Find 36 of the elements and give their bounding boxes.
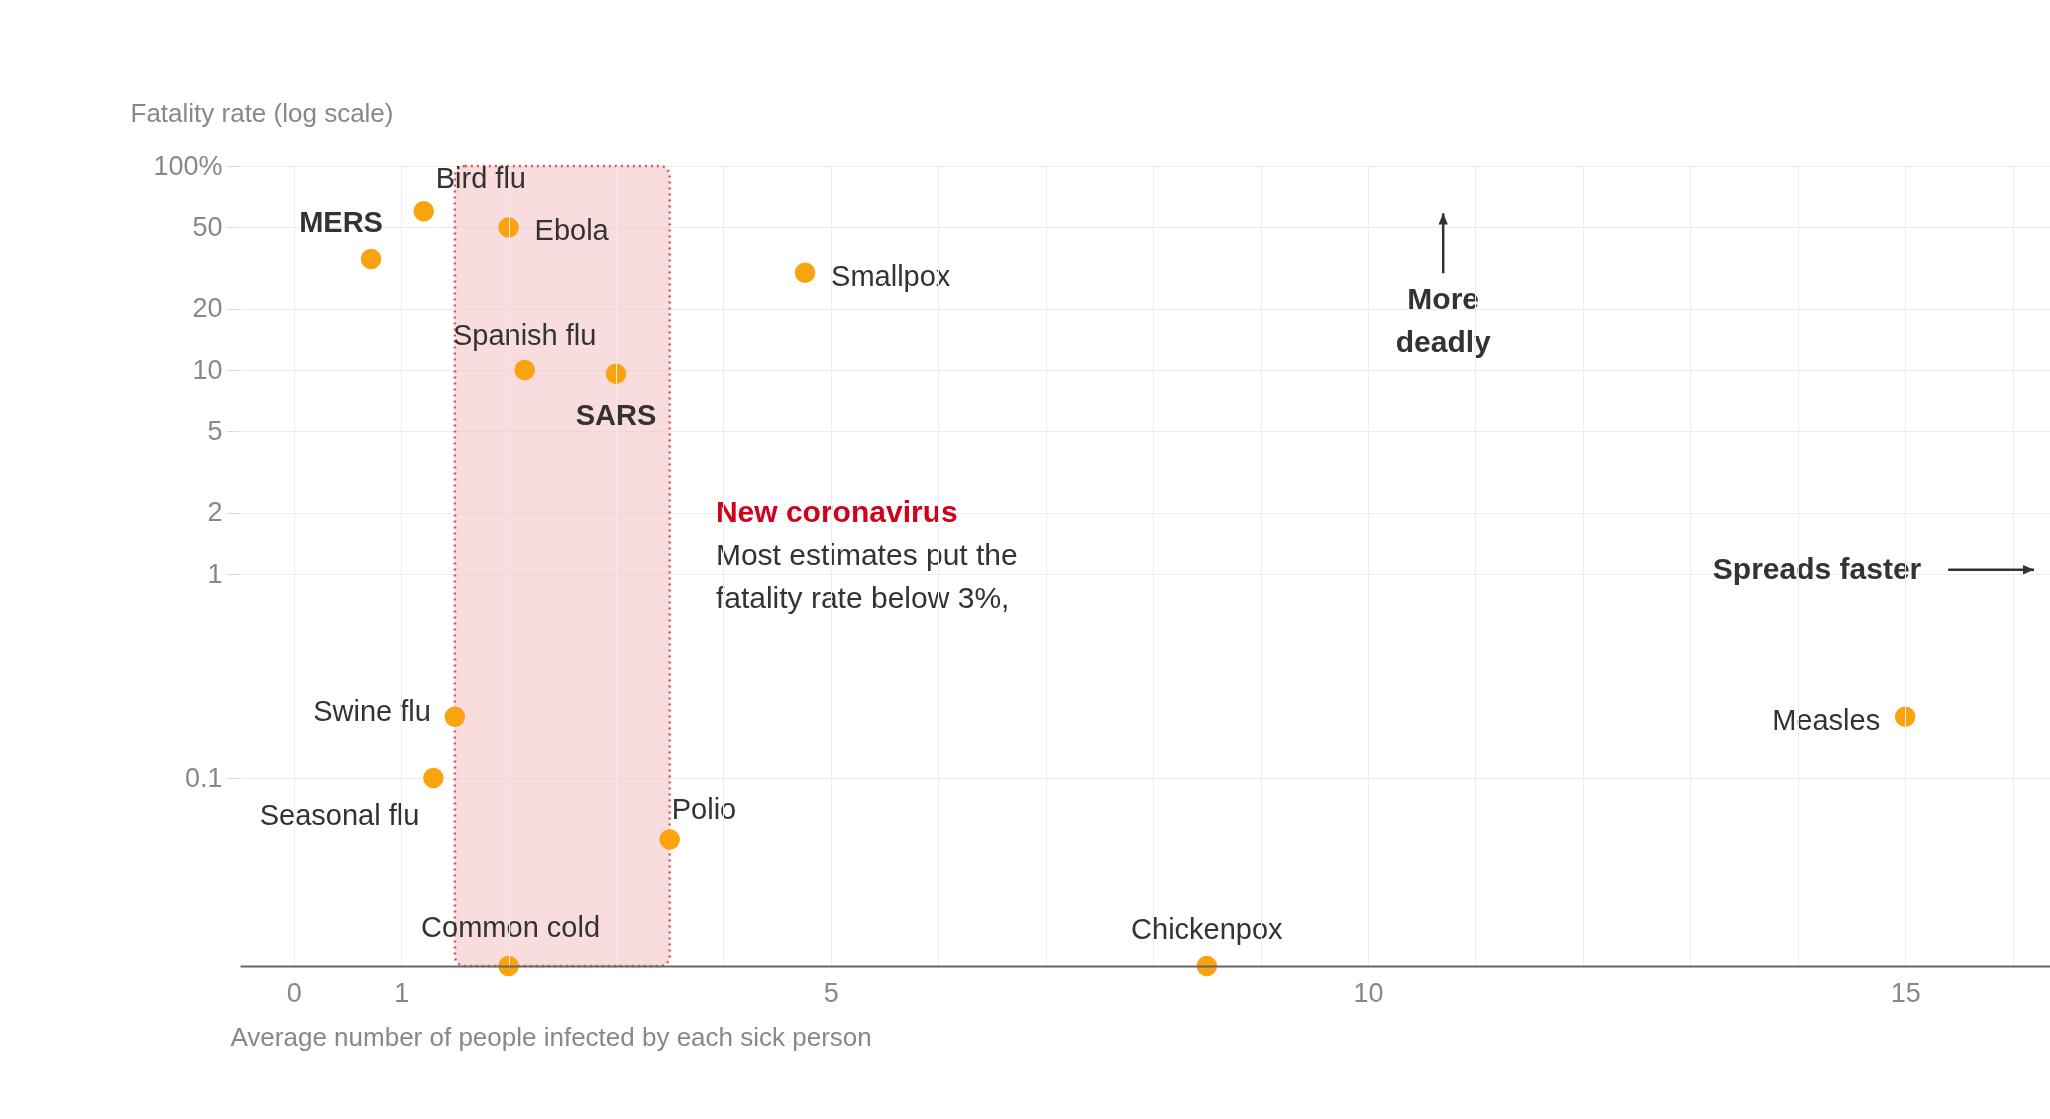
y-tick-label: 5: [207, 415, 223, 446]
point: [423, 767, 444, 789]
x-tick-label: 15: [1890, 977, 1921, 1008]
annotation: Smallpox: [831, 259, 951, 292]
y-tick-label: 10: [192, 354, 223, 385]
annotation: Bird flu: [435, 162, 526, 195]
y-tick-label: 20: [192, 293, 223, 324]
annotation: Common cold: [421, 911, 601, 943]
annotation: Swine flu: [313, 694, 431, 727]
annotation: Chickenpox: [1131, 913, 1284, 945]
x-tick-label: 0: [286, 977, 302, 1008]
band-label: New coronavirus: [715, 494, 958, 528]
annotation: Ebola: [534, 214, 610, 247]
x-tick-label: 10: [1353, 977, 1384, 1008]
x-axis-title: Average number of people infected by each sick person: [230, 1021, 872, 1052]
point: [413, 201, 434, 222]
x-tick-label: 1: [394, 977, 410, 1008]
annotation: Measles: [1772, 703, 1881, 736]
y-tick-label: 100%: [153, 150, 223, 181]
annotation: Seasonal flu: [259, 799, 420, 832]
point: [1894, 706, 1916, 727]
y-tick-label: 2: [207, 497, 223, 528]
annotation: More deadly: [1395, 282, 1492, 359]
y-tick-label: 0.1: [184, 762, 223, 793]
y-axis-title: Fatality rate (log scale): [130, 97, 394, 128]
annotation: Spreads faster: [1712, 551, 1922, 585]
annotation: Most estimates put the fatality rate below 3%,: [715, 538, 1018, 615]
point: [794, 262, 816, 283]
annotation: SARS: [575, 398, 657, 431]
annotation: Polio: [671, 792, 737, 825]
y-tick-label: 50: [192, 211, 223, 242]
point: [360, 248, 382, 270]
y-tick-label: 1: [207, 558, 223, 589]
annotation: Spanish flu: [452, 319, 597, 352]
x-tick-label: 5: [823, 977, 839, 1008]
annotation: MERS: [299, 206, 383, 239]
